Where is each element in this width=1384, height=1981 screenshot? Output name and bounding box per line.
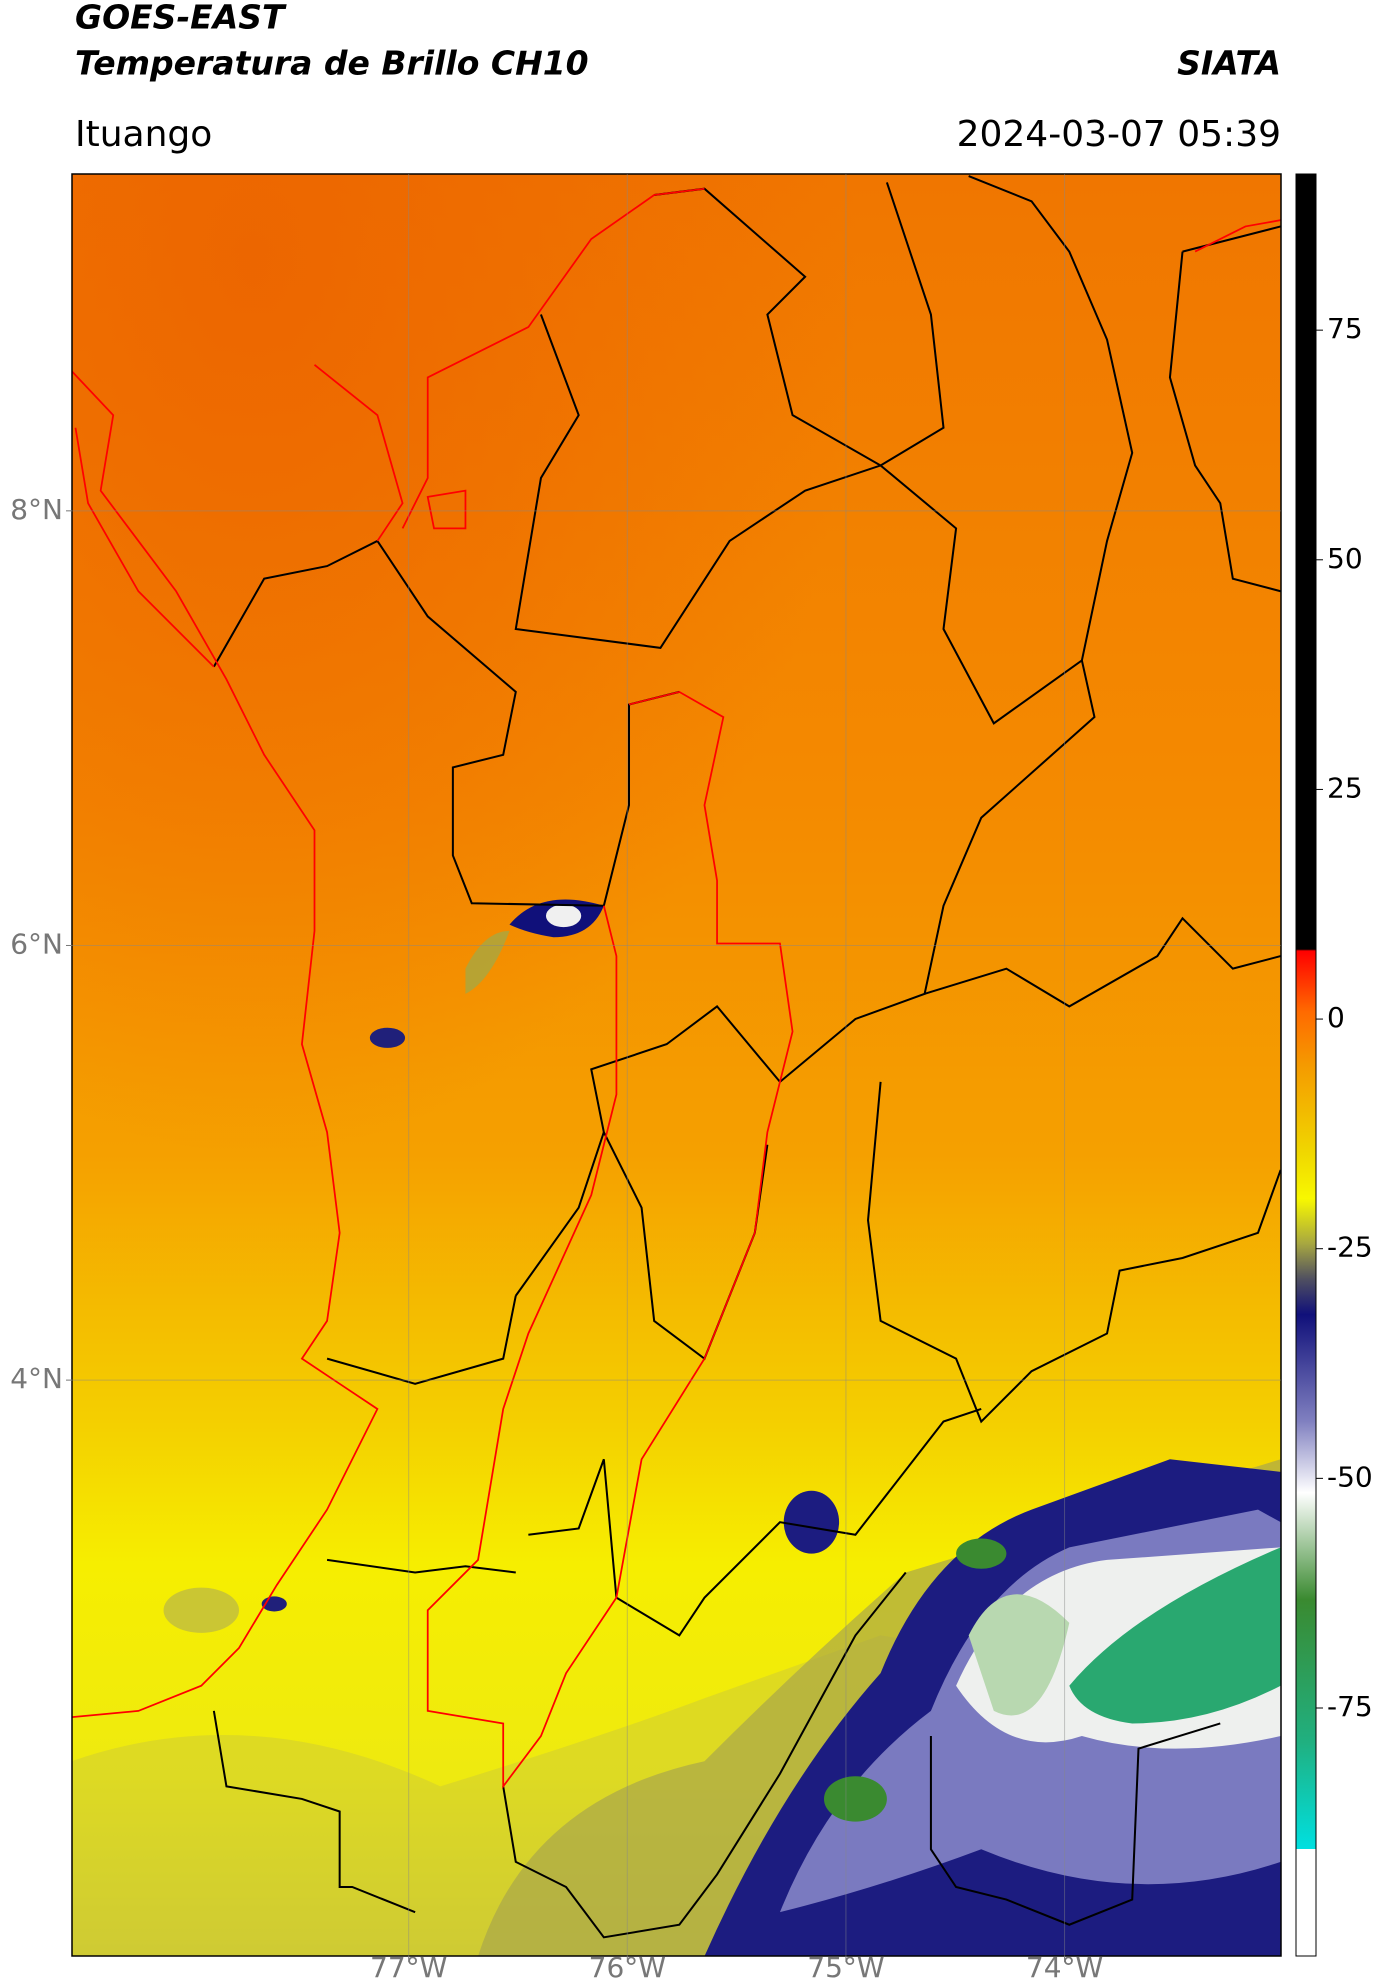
x-tick-label: 74°W: [1026, 1951, 1103, 1981]
y-tick-label: 6°N: [10, 927, 63, 960]
subtitle: Temperatura de Brillo CH10: [75, 44, 589, 83]
source: SIATA: [1177, 44, 1281, 83]
y-tick-label: 8°N: [10, 493, 63, 526]
colorbar-label: 50: [1327, 542, 1363, 575]
colorbar-label: -50: [1327, 1460, 1373, 1493]
title: GOES-EAST: [75, 0, 287, 37]
colorbar: [1295, 173, 1317, 1957]
colorbar-label: -25: [1327, 1231, 1373, 1264]
location: Ituango: [75, 114, 212, 155]
y-tick-label: 4°N: [10, 1362, 63, 1395]
colorbar-label: -75: [1327, 1690, 1373, 1723]
datetime: 2024-03-07 05:39: [957, 114, 1281, 155]
colorbar-label: 75: [1327, 312, 1363, 345]
colorbar-label: 25: [1327, 771, 1363, 804]
map-image: [72, 174, 1281, 1956]
x-tick-label: 76°W: [589, 1951, 666, 1981]
x-tick-label: 77°W: [370, 1951, 447, 1981]
x-tick-label: 75°W: [807, 1951, 884, 1981]
colorbar-label: 0: [1327, 1001, 1345, 1034]
map-frame: [71, 173, 1282, 1957]
